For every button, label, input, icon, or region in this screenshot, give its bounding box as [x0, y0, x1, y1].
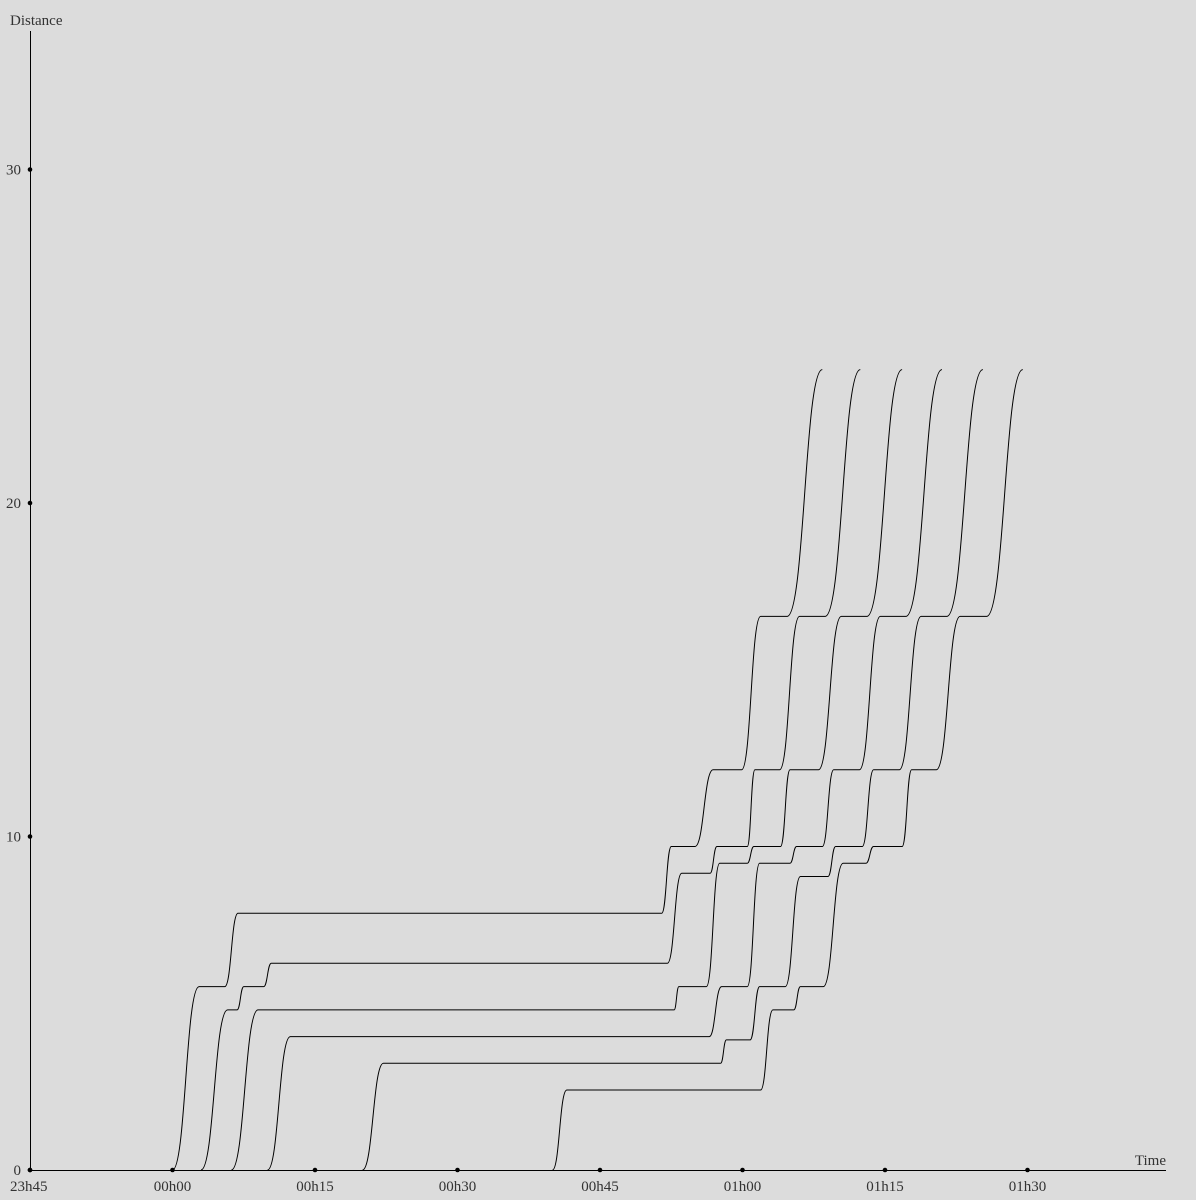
- x-tick-label: 23h45: [10, 1179, 48, 1195]
- y-tick-mark: [27, 500, 33, 506]
- x-tick-mark: [1025, 1167, 1030, 1173]
- x-tick-label: 00h30: [439, 1179, 477, 1195]
- series-line-6: [552, 369, 1024, 1171]
- y-tick-label: 30: [6, 163, 21, 179]
- y-tick-label: 20: [6, 496, 21, 512]
- x-axis-title: Time: [1135, 1153, 1166, 1169]
- y-tick-mark: [27, 167, 33, 172]
- y-tick-label: 10: [6, 830, 21, 846]
- x-tick-label: 01h30: [1009, 1179, 1047, 1195]
- y-axis-title: Distance: [10, 13, 63, 29]
- x-tick-mark: [740, 1167, 745, 1173]
- y-tick-mark: [27, 1167, 33, 1173]
- x-tick-label: 01h00: [724, 1179, 762, 1195]
- series-line-2: [200, 369, 861, 1171]
- series-line-5: [362, 369, 984, 1171]
- x-tick-mark: [597, 1167, 603, 1173]
- series-line-4: [267, 369, 943, 1171]
- y-tick-mark: [27, 834, 33, 839]
- y-tick-label: 0: [14, 1163, 22, 1179]
- x-tick-label: 00h15: [296, 1179, 334, 1195]
- x-tick-mark: [455, 1167, 460, 1173]
- tick-group: 23h45 00h00 00h15 00h30 00h45 01h00 01h15 01h30…: [6, 163, 1046, 1196]
- series-group: [172, 369, 1024, 1171]
- series-line-3: [230, 369, 903, 1171]
- x-tick-mark: [170, 1167, 175, 1173]
- x-tick-label: 01h15: [866, 1179, 904, 1195]
- series-line-1: [172, 369, 823, 1171]
- x-tick-label: 00h00: [154, 1179, 192, 1195]
- x-tick-mark: [312, 1167, 318, 1173]
- x-tick-label: 00h45: [581, 1179, 619, 1195]
- x-tick-mark: [882, 1167, 888, 1173]
